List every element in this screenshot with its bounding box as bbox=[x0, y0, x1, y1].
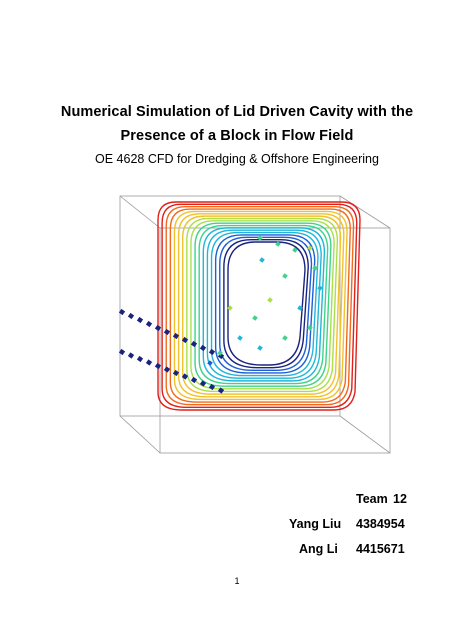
streamlines bbox=[157, 201, 361, 411]
particle-marker bbox=[181, 373, 189, 380]
particle-marker bbox=[317, 285, 323, 291]
particle-marker bbox=[181, 336, 189, 344]
streamline bbox=[161, 203, 358, 409]
streamline bbox=[173, 210, 348, 401]
streamline bbox=[186, 217, 339, 393]
streamline bbox=[214, 234, 316, 374]
particle-marker bbox=[208, 383, 216, 391]
particle-marker bbox=[208, 348, 216, 356]
particle-marker bbox=[136, 355, 144, 363]
particle-marker bbox=[257, 235, 263, 241]
particle-marker bbox=[297, 305, 303, 311]
streamline bbox=[157, 201, 361, 411]
streamline bbox=[206, 229, 322, 379]
particle-marker bbox=[127, 352, 135, 359]
streamline bbox=[227, 241, 306, 366]
title-line-2: Presence of a Block in Flow Field bbox=[120, 128, 354, 144]
title-line-1: Numerical Simulation of Lid Driven Cavit… bbox=[60, 104, 414, 120]
particle-marker bbox=[207, 360, 213, 366]
member-id: 4415671 bbox=[356, 542, 405, 556]
particle-markers bbox=[118, 235, 323, 394]
particle-marker bbox=[282, 335, 288, 341]
streamline bbox=[165, 206, 355, 406]
particle-marker bbox=[267, 297, 273, 303]
particle-marker bbox=[163, 366, 171, 373]
particle-marker bbox=[136, 316, 144, 324]
particle-marker bbox=[190, 376, 198, 384]
particle-marker bbox=[237, 335, 243, 341]
particle-marker bbox=[145, 359, 153, 366]
particle-marker bbox=[190, 340, 198, 348]
streamline bbox=[210, 231, 319, 377]
team-number: 12 bbox=[393, 492, 407, 506]
particle-marker bbox=[275, 241, 281, 247]
particle-marker bbox=[145, 320, 153, 328]
cavity-back-face bbox=[119, 195, 341, 417]
team-label: Team bbox=[356, 492, 388, 506]
particle-marker bbox=[172, 332, 180, 340]
particle-marker bbox=[199, 380, 207, 387]
streamline bbox=[223, 238, 309, 369]
particle-marker bbox=[118, 348, 126, 356]
particle-marker bbox=[307, 245, 313, 251]
particle-marker bbox=[312, 265, 318, 271]
streamline bbox=[190, 220, 335, 390]
particle-marker bbox=[252, 315, 258, 321]
particle-marker bbox=[118, 308, 126, 316]
page-number: 1 bbox=[234, 576, 240, 586]
streamline bbox=[169, 208, 351, 403]
particle-marker bbox=[259, 257, 265, 263]
streamline bbox=[198, 224, 329, 385]
member-name: Ang Li bbox=[299, 542, 338, 556]
particle-marker bbox=[217, 350, 223, 356]
particle-marker bbox=[227, 305, 233, 311]
streamline bbox=[194, 222, 332, 387]
streamline bbox=[177, 213, 345, 398]
particle-marker bbox=[127, 312, 135, 320]
particle-marker bbox=[154, 362, 162, 370]
particle-marker bbox=[163, 328, 171, 336]
streamline bbox=[182, 215, 342, 395]
member-name: Yang Liu bbox=[289, 517, 342, 531]
streamline bbox=[219, 236, 313, 371]
particle-marker bbox=[292, 247, 298, 253]
streamline bbox=[202, 227, 326, 382]
particle-marker bbox=[282, 273, 288, 279]
particle-marker bbox=[172, 369, 180, 377]
subtitle: OE 4628 CFD for Dredging & Offshore Engi… bbox=[95, 152, 379, 166]
particle-marker bbox=[217, 387, 225, 394]
particle-marker bbox=[257, 345, 263, 351]
particle-marker bbox=[307, 325, 313, 331]
particle-marker bbox=[199, 344, 207, 352]
cavity-flow-figure bbox=[118, 195, 391, 454]
particle-marker bbox=[154, 324, 162, 332]
member-id: 4384954 bbox=[356, 517, 405, 531]
